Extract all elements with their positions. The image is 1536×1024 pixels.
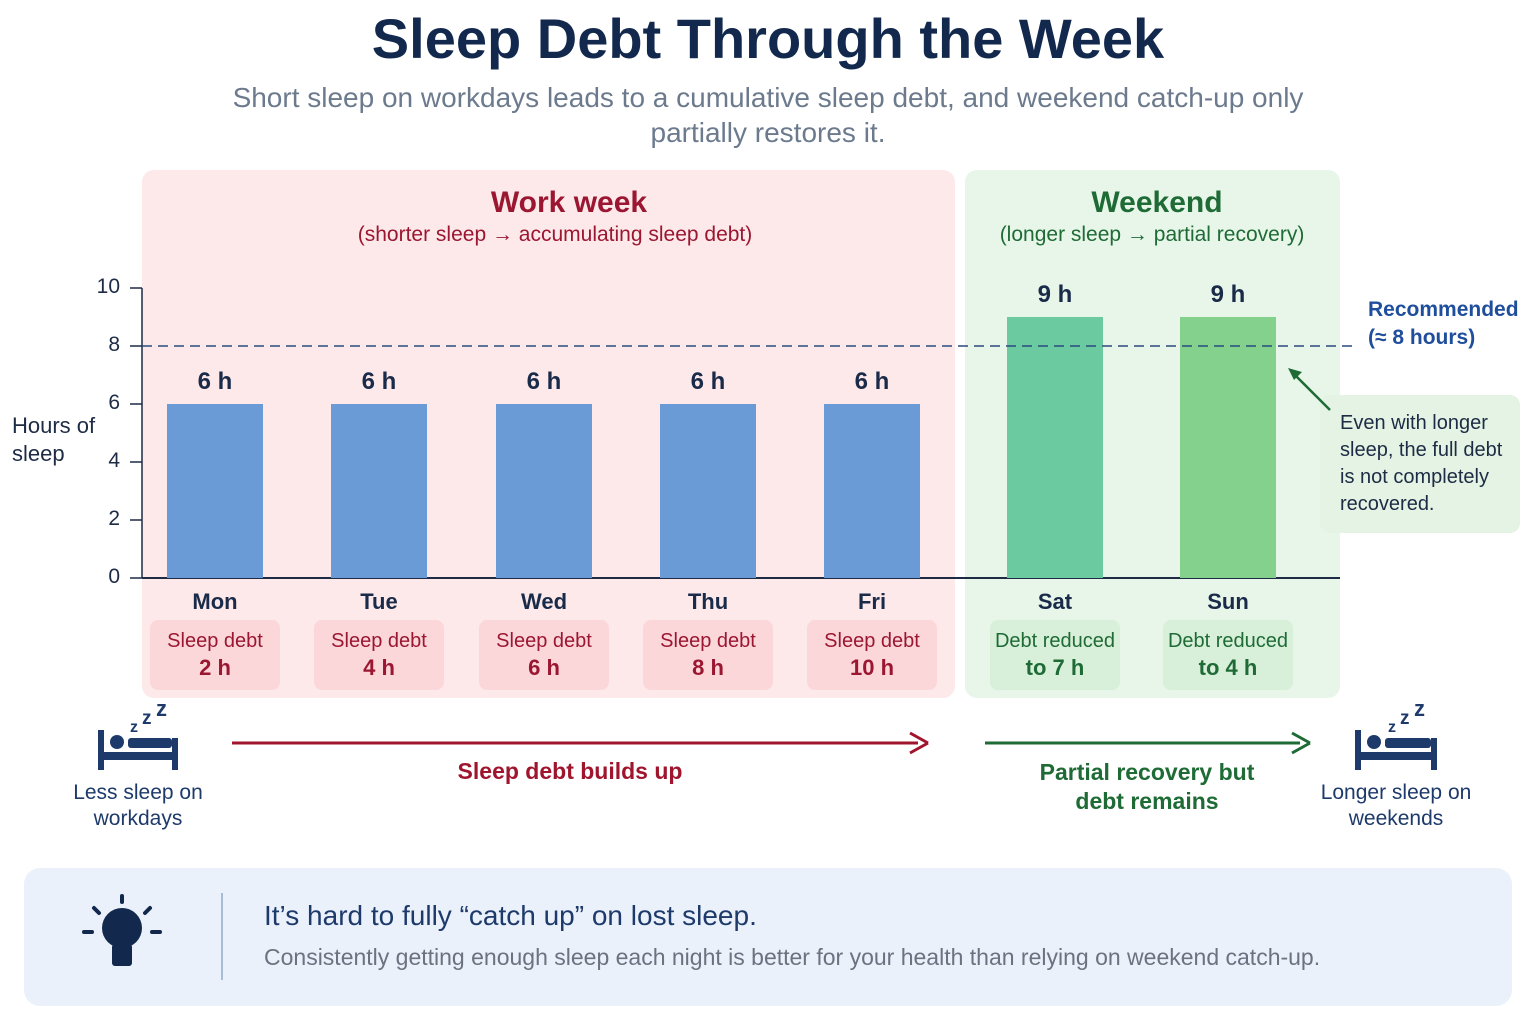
group-note: (shorter sleep → accumulating sleep debt… [357,223,753,246]
y-tick-label: 0 [108,565,120,588]
svg-text:z: z [1414,696,1425,721]
tip-body: Consistently getting enough sleep each n… [264,944,1321,970]
y-tick-label: 8 [108,333,120,356]
svg-text:z: z [156,696,167,721]
debt-label: Sleep debt [824,630,920,652]
annotation-arrowhead [1288,368,1302,380]
value-label: 6 h [197,368,233,395]
debt-box [314,620,444,690]
bar [660,404,756,578]
x-tick-label: Wed [520,589,568,614]
x-tick-label: Fri [857,589,887,614]
debt-label: Debt reduced [1167,630,1289,652]
reference-label: Recommended (≈ 8 hours) [1368,298,1519,349]
svg-text:z: z [130,719,138,736]
y-axis-label: Hours of sleep [12,413,96,466]
debt-box [479,620,609,690]
debt-value: to 7 h [1025,655,1085,680]
debt-label: Sleep debt [331,630,427,652]
annotation: Even with longer sleep, the full debt is… [1340,412,1503,515]
value-label: 6 h [526,368,562,395]
value-label: 6 h [690,368,726,395]
x-tick-label: Thu [687,589,729,614]
bulb-icon [82,894,162,966]
bar [496,404,592,578]
bar [824,404,920,578]
tip-title: It’s hard to fully “catch up” on lost sl… [264,900,757,931]
debt-value: 6 h [528,655,560,680]
x-tick-label: Mon [192,589,238,614]
y-tick-label: 2 [108,507,120,530]
y-tick-label: 10 [96,275,120,298]
debt-value: 4 h [363,655,395,680]
annotation-box [1320,395,1520,533]
bar [331,404,427,578]
debt-label: Debt reduced [994,630,1116,652]
debt-label: Sleep debt [167,630,263,652]
debt-label: Sleep debt [660,630,756,652]
flow-left-label: Less sleep on workdays [73,781,203,830]
debt-box [1163,620,1293,690]
flow-right-label: Longer sleep on weekends [1320,781,1472,830]
bar [167,404,263,578]
tip-box [24,868,1512,1006]
group-name: Work week [490,186,648,219]
svg-text:z: z [1400,708,1410,729]
debt-value: 10 h [849,655,895,680]
x-tick-label: Sat [1037,589,1073,614]
debt-box [643,620,773,690]
debt-box [990,620,1120,690]
group-name: Weekend [1091,186,1223,219]
group-note: (longer sleep → partial recovery) [999,223,1305,246]
debt-label: Sleep debt [496,630,592,652]
debt-value: to 4 h [1198,655,1258,680]
value-label: 9 h [1210,281,1246,308]
svg-text:z: z [142,708,152,729]
bar [1007,317,1103,578]
y-tick-label: 4 [108,449,120,472]
debt-box [150,620,280,690]
flow-build-label: Sleep debt builds up [457,758,683,784]
x-tick-label: Sun [1207,589,1249,614]
x-tick-label: Tue [360,589,398,614]
subtitle: Short sleep on workdays leads to a cumul… [232,82,1304,148]
recovery-arrowhead [1291,731,1311,755]
value-label: 6 h [361,368,397,395]
bar [1180,317,1276,578]
debt-value: 2 h [199,655,231,680]
debt-value: 8 h [692,655,724,680]
y-tick-label: 6 [108,391,120,414]
title: Sleep Debt Through the Week [371,7,1165,70]
annotation-arrow [1291,371,1331,411]
flow-recovery-label: Partial recovery but debt remains [1039,759,1255,814]
value-label: 6 h [854,368,890,395]
debt-box [807,620,937,690]
value-label: 9 h [1037,281,1073,308]
svg-text:z: z [1388,719,1396,736]
build-arrowhead [909,731,929,755]
